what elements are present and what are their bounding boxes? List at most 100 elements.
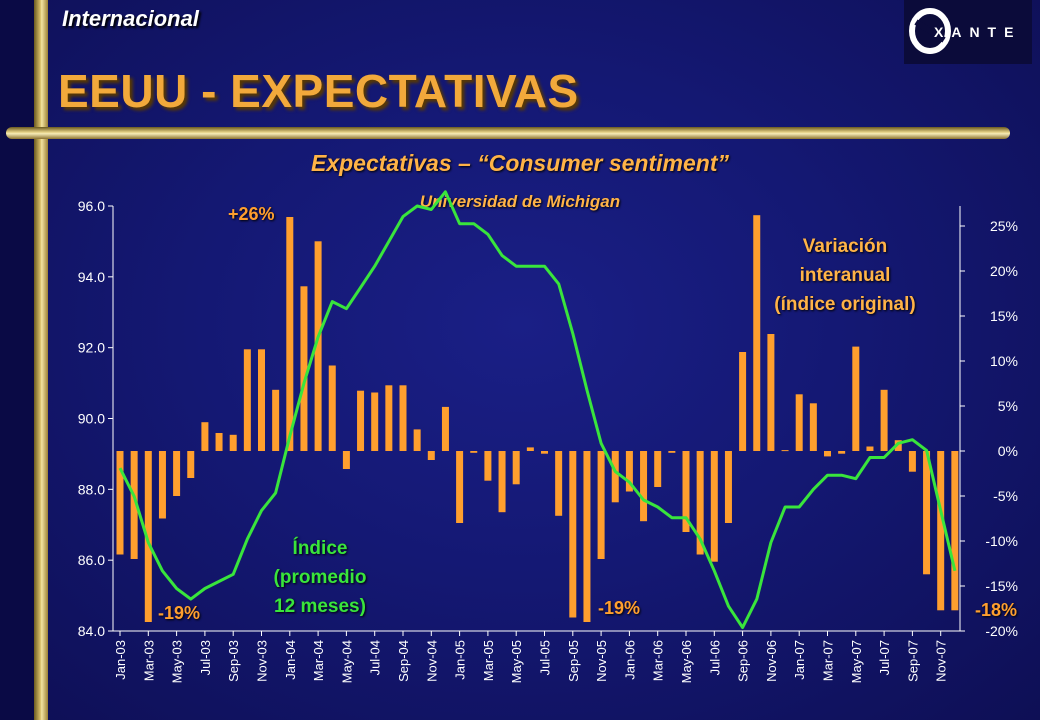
right-tick-label: 5% xyxy=(998,398,1018,414)
bar-Mar-06 xyxy=(654,451,662,487)
annotation-low-2003: -19% xyxy=(158,603,201,623)
bar-Jan-05 xyxy=(456,451,464,523)
bar-Oct-05 xyxy=(583,451,591,622)
right-tick-label: 25% xyxy=(990,218,1018,234)
bar-Aug-04 xyxy=(385,385,393,451)
bar-Aug-06 xyxy=(724,451,732,523)
left-tick-label: 90.0 xyxy=(78,411,105,427)
bar-May-07 xyxy=(852,346,860,451)
bar-Dec-04 xyxy=(441,406,449,451)
x-tick-label: Jan-05 xyxy=(453,640,468,680)
bar-Sep-07 xyxy=(908,451,916,472)
bar-Dec-06 xyxy=(781,450,789,452)
x-tick-label: Mar-03 xyxy=(141,640,156,681)
gold-horizontal-rule xyxy=(6,127,1010,139)
x-tick-label: Sep-06 xyxy=(736,640,751,682)
right-tick-label: 0% xyxy=(998,443,1018,459)
variation-label: Variación interanual (índice original) xyxy=(745,232,945,319)
bar-May-04 xyxy=(342,451,350,469)
bar-Jul-05 xyxy=(541,451,548,454)
left-tick-label: 88.0 xyxy=(78,481,105,497)
bar-Feb-06 xyxy=(640,451,648,522)
index-label-line3: 12 meses) xyxy=(274,596,366,617)
bar-Sep-05 xyxy=(569,451,577,618)
variation-label-line2: interanual xyxy=(799,265,891,286)
bar-Nov-07 xyxy=(937,451,945,611)
chart-title: Expectativas – “Consumer sentiment” xyxy=(311,150,729,176)
bar-Aug-05 xyxy=(555,451,563,516)
bar-Apr-04 xyxy=(328,365,336,451)
x-tick-label: Jan-03 xyxy=(113,640,128,680)
bar-Jan-07 xyxy=(795,394,803,451)
bar-Jun-07 xyxy=(866,446,874,451)
bar-Mar-04 xyxy=(314,241,322,451)
left-band xyxy=(0,0,34,720)
exante-logo: XANTE xyxy=(904,0,1032,64)
bar-Mar-03 xyxy=(144,451,152,622)
left-tick-label: 86.0 xyxy=(78,552,105,568)
x-tick-label: Nov-06 xyxy=(764,640,779,682)
right-tick-label: 10% xyxy=(990,353,1018,369)
x-tick-label: May-05 xyxy=(509,640,524,683)
bar-Feb-03 xyxy=(130,451,138,559)
bar-Nov-06 xyxy=(767,334,775,451)
bar-Apr-06 xyxy=(668,451,676,453)
x-tick-label: Jan-04 xyxy=(283,640,298,680)
right-tick-label: 20% xyxy=(990,263,1018,279)
x-tick-label: Jul-03 xyxy=(198,640,213,675)
x-tick-label: May-04 xyxy=(339,640,354,683)
right-tick-label: 15% xyxy=(990,308,1018,324)
index-label: Índice (promedio 12 meses) xyxy=(250,534,390,621)
annotation-peak-2004: +26% xyxy=(228,204,275,224)
annotation-last-2007: -18% xyxy=(975,600,1018,620)
bar-Oct-06 xyxy=(753,215,761,451)
x-tick-label: Mar-05 xyxy=(481,640,496,681)
bar-Jul-04 xyxy=(371,392,379,451)
x-tick-label: Jul-07 xyxy=(877,640,892,675)
annotation-low-2005: -19% xyxy=(598,598,641,618)
variation-label-line3: (índice original) xyxy=(774,294,916,315)
x-tick-label: Jan-06 xyxy=(622,640,637,680)
bar-Jan-04 xyxy=(286,217,294,451)
right-tick-label: -15% xyxy=(985,578,1018,594)
bar-Mar-07 xyxy=(824,451,831,457)
bar-May-06 xyxy=(682,451,690,532)
right-tick-label: -10% xyxy=(985,533,1018,549)
bar-Feb-07 xyxy=(809,403,817,451)
x-tick-label: Mar-07 xyxy=(821,640,836,681)
x-tick-label: May-03 xyxy=(170,640,185,683)
x-tick-label: Sep-03 xyxy=(226,640,241,682)
bar-Nov-04 xyxy=(427,451,435,460)
bar-Aug-03 xyxy=(215,433,223,451)
gold-vertical-rule xyxy=(34,0,48,720)
bar-Sep-03 xyxy=(229,434,237,451)
svg-text:XANTE: XANTE xyxy=(934,24,1021,40)
bar-May-03 xyxy=(173,451,181,496)
bar-Jul-06 xyxy=(710,451,718,562)
index-line xyxy=(118,190,957,629)
bar-Oct-03 xyxy=(243,349,251,451)
x-tick-label: May-07 xyxy=(849,640,864,683)
bar-Nov-05 xyxy=(597,451,605,559)
bar-Aug-07 xyxy=(894,440,902,451)
bar-Nov-03 xyxy=(258,349,265,451)
bar-Jul-07 xyxy=(880,389,888,451)
bar-Jan-06 xyxy=(625,451,633,492)
x-tick-label: Nov-03 xyxy=(255,640,270,682)
variation-label-line1: Variación xyxy=(802,236,888,257)
bar-Dec-03 xyxy=(272,389,280,451)
x-tick-label: Jul-05 xyxy=(538,640,553,675)
x-tick-label: Sep-04 xyxy=(396,640,411,682)
bar-Feb-05 xyxy=(470,451,478,453)
bar-Dec-07 xyxy=(951,451,959,611)
bar-Jun-04 xyxy=(357,390,365,451)
bar-Apr-05 xyxy=(498,451,506,513)
bar-Jul-03 xyxy=(201,422,209,451)
bar-Apr-07 xyxy=(838,451,846,454)
x-tick-label: Jul-04 xyxy=(368,640,383,675)
x-tick-label: Jul-06 xyxy=(707,640,722,675)
bar-Dec-05 xyxy=(611,451,619,503)
x-tick-label: Nov-04 xyxy=(424,640,439,682)
x-tick-label: Nov-05 xyxy=(594,640,609,682)
x-tick-label: May-06 xyxy=(679,640,694,683)
